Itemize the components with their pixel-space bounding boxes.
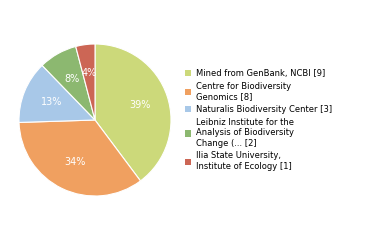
Text: 34%: 34%	[64, 157, 85, 168]
Text: 8%: 8%	[64, 74, 79, 84]
Wedge shape	[19, 120, 141, 196]
Wedge shape	[76, 44, 95, 120]
Text: 4%: 4%	[81, 68, 97, 78]
Text: 13%: 13%	[41, 97, 62, 107]
Wedge shape	[95, 44, 171, 181]
Text: 39%: 39%	[129, 100, 150, 110]
Legend: Mined from GenBank, NCBI [9], Centre for Biodiversity
Genomics [8], Naturalis Bi: Mined from GenBank, NCBI [9], Centre for…	[185, 69, 332, 171]
Wedge shape	[19, 66, 95, 122]
Wedge shape	[42, 47, 95, 120]
